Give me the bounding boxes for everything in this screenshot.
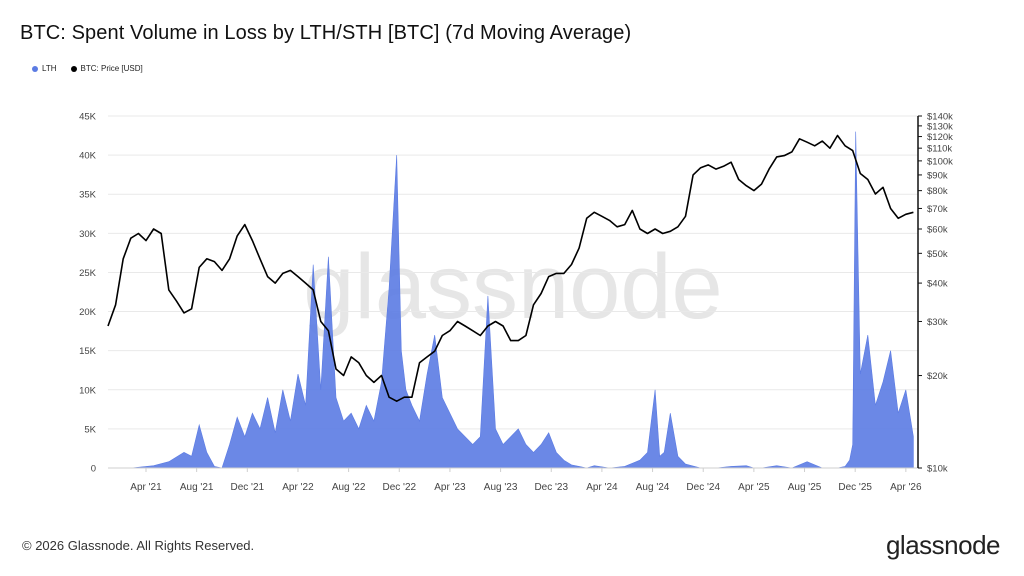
legend-dot-lth [32,65,38,72]
x-tick-label-1: Aug '21 [180,482,214,493]
right-tick-label-4: $50k [927,249,948,260]
legend-item-lth[interactable]: LTH [32,64,57,73]
gridlines [108,115,918,430]
right-tick-label-7: $80k [927,186,948,197]
axes: 0 5K 10K 15K 20K 25K 30K 35K 40K 45K $10k $20k $30k $… [79,112,953,494]
legend: LTH BTC: Price [USD] [32,64,143,73]
right-tick-label-13: $140k [927,112,953,123]
left-tick-label-3: 15K [79,346,97,357]
glassnode-logo[interactable]: glassnode [885,530,1001,560]
left-tick-label-9: 45K [79,112,97,123]
x-tick-label-11: Dec '24 [686,482,720,493]
x-tick-label-0: Apr '21 [130,482,162,493]
x-tick-label-10: Aug '24 [636,482,670,493]
copyright: © 2026 Glassnode. All Rights Reserved. [22,538,255,553]
right-tick-label-3: $40k [927,279,948,290]
chart-title: BTC: Spent Volume in Loss by LTH/STH [BT… [20,22,632,44]
btc-price-line [107,134,914,402]
legend-label-lth: LTH [42,64,57,73]
right-tick-label-8: $90k [927,170,948,181]
x-tick-label-8: Dec '23 [534,482,568,493]
left-tick-label-0: 0 [91,464,96,475]
right-tick-label-6: $70k [927,204,948,215]
x-tick-label-3: Apr '22 [282,482,314,493]
lth-area [108,131,914,469]
watermark-text: glassnode [303,236,722,338]
left-tick-label-4: 20K [79,307,97,318]
right-tick-label-2: $30k [927,317,948,328]
right-tick-label-1: $20k [927,371,948,382]
x-tick-label-6: Apr '23 [434,482,466,493]
right-tick-label-9: $100k [927,156,953,167]
legend-item-price[interactable]: BTC: Price [USD] [70,64,143,73]
watermark: glassnode [303,236,722,338]
left-tick-label-5: 25K [79,268,97,279]
price-line-series [107,134,914,402]
right-tick-label-12: $130k [927,121,953,132]
right-tick-label-0: $10k [927,464,948,475]
x-tick-label-7: Aug '23 [484,482,518,493]
lth-area-series [108,131,914,469]
x-tick-label-5: Dec '22 [382,482,416,493]
x-tick-label-9: Apr '24 [586,482,618,493]
x-tick-label-12: Apr '25 [738,482,770,493]
left-tick-label-2: 10K [79,385,97,396]
right-tick-label-11: $120k [927,132,953,143]
x-tick-label-4: Aug '22 [332,482,366,493]
x-tick-label-2: Dec '21 [231,482,265,493]
legend-dot-price [70,65,77,72]
left-tick-label-6: 30K [79,229,97,240]
legend-label-price: BTC: Price [USD] [80,64,143,73]
x-tick-label-14: Dec '25 [838,482,872,493]
left-tick-label-8: 40K [79,151,97,162]
right-tick-label-5: $60k [927,225,948,236]
x-tick-label-15: Apr '26 [890,482,922,493]
left-tick-label-1: 5K [84,424,96,435]
right-tick-label-10: $110k [927,144,952,155]
left-tick-label-7: 35K [79,190,97,201]
x-tick-label-13: Aug '25 [788,482,822,493]
